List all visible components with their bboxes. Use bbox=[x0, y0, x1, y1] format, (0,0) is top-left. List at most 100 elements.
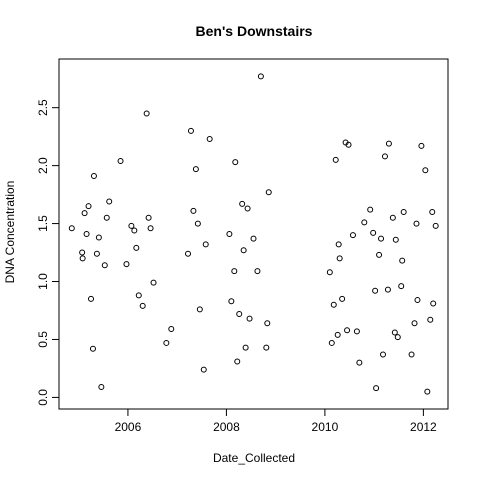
data-point bbox=[370, 229, 377, 236]
data-point bbox=[133, 244, 140, 251]
data-point bbox=[147, 225, 154, 232]
data-point bbox=[81, 210, 88, 217]
data-point bbox=[236, 310, 243, 317]
data-point bbox=[392, 236, 399, 243]
x-tick-label: 2008 bbox=[213, 420, 240, 434]
data-point bbox=[336, 255, 343, 262]
data-point bbox=[330, 301, 337, 308]
y-axis: 0.0 0.5 1.0 1.5 2.0 2.5 bbox=[36, 99, 59, 406]
data-point bbox=[385, 140, 392, 147]
data-point bbox=[187, 127, 194, 134]
data-point bbox=[398, 283, 405, 290]
y-tick-label: 2.5 bbox=[36, 99, 50, 116]
data-point bbox=[239, 200, 246, 207]
data-point bbox=[244, 205, 251, 212]
data-point bbox=[424, 388, 431, 395]
y-tick-label: 1.0 bbox=[36, 273, 50, 290]
data-point bbox=[190, 207, 197, 214]
data-point bbox=[378, 235, 385, 242]
data-point bbox=[257, 73, 264, 80]
data-point bbox=[411, 320, 418, 327]
data-point bbox=[332, 156, 339, 163]
data-point bbox=[400, 208, 407, 215]
data-point bbox=[389, 214, 396, 221]
data-point bbox=[196, 306, 203, 313]
data-point bbox=[264, 320, 271, 327]
data-point bbox=[254, 268, 261, 275]
data-point bbox=[391, 329, 398, 336]
data-point bbox=[163, 339, 170, 346]
data-point bbox=[345, 141, 352, 148]
data-point bbox=[206, 135, 213, 142]
data-point bbox=[93, 250, 100, 257]
data-point bbox=[263, 344, 270, 351]
data-point bbox=[242, 344, 249, 351]
data-point bbox=[232, 159, 239, 166]
data-point bbox=[128, 222, 135, 229]
x-tick-label: 2010 bbox=[312, 420, 339, 434]
data-point bbox=[381, 153, 388, 160]
data-point bbox=[131, 227, 138, 234]
data-point bbox=[394, 334, 401, 341]
data-point bbox=[89, 345, 96, 352]
data-point bbox=[376, 251, 383, 258]
data-point bbox=[88, 295, 95, 302]
data-point bbox=[429, 208, 436, 215]
data-point bbox=[353, 328, 360, 335]
data-point bbox=[418, 142, 425, 149]
data-point bbox=[234, 358, 241, 365]
data-point bbox=[139, 302, 146, 309]
data-point bbox=[367, 206, 374, 213]
data-point bbox=[202, 241, 209, 248]
data-point bbox=[408, 351, 415, 358]
data-points bbox=[68, 73, 439, 395]
data-point bbox=[103, 214, 110, 221]
data-point bbox=[380, 351, 387, 358]
data-point bbox=[240, 247, 247, 254]
plot-frame bbox=[58, 58, 449, 410]
data-point bbox=[135, 292, 142, 299]
data-point bbox=[231, 268, 238, 275]
data-point bbox=[356, 359, 363, 366]
data-point bbox=[143, 110, 150, 117]
data-point bbox=[101, 262, 108, 269]
data-point bbox=[372, 287, 379, 294]
data-point bbox=[349, 232, 356, 239]
data-point bbox=[414, 297, 421, 304]
y-axis-label: DNA Concentration bbox=[3, 181, 17, 284]
data-point bbox=[83, 231, 90, 237]
data-point bbox=[432, 222, 439, 229]
data-point bbox=[413, 220, 420, 227]
data-point bbox=[79, 255, 86, 262]
y-tick-label: 0.5 bbox=[36, 331, 50, 348]
data-point bbox=[95, 234, 102, 241]
data-point bbox=[145, 214, 152, 221]
data-point bbox=[79, 249, 86, 256]
y-tick-label: 2.0 bbox=[36, 157, 50, 174]
x-tick-label: 2006 bbox=[115, 420, 142, 434]
data-point bbox=[246, 315, 253, 322]
data-point bbox=[373, 385, 380, 392]
data-point bbox=[328, 339, 335, 346]
chart-title: Ben's Downstairs bbox=[196, 23, 313, 39]
x-axis: 2006 2008 2010 2012 bbox=[115, 409, 437, 434]
data-point bbox=[98, 383, 105, 390]
y-tick-label: 0.0 bbox=[36, 389, 50, 406]
data-point bbox=[344, 327, 351, 334]
data-point bbox=[200, 366, 207, 373]
x-axis-label: Date_Collected bbox=[213, 451, 295, 465]
data-point bbox=[427, 316, 434, 323]
data-point bbox=[399, 257, 406, 264]
data-point bbox=[90, 173, 97, 180]
data-point bbox=[226, 231, 233, 237]
data-point bbox=[265, 189, 272, 196]
data-point bbox=[430, 300, 437, 307]
data-point bbox=[361, 219, 368, 226]
data-point bbox=[384, 286, 391, 293]
data-point bbox=[168, 326, 175, 333]
data-point bbox=[185, 250, 192, 257]
data-point bbox=[150, 279, 157, 286]
data-point bbox=[228, 298, 235, 305]
x-tick-label: 2012 bbox=[410, 420, 437, 434]
data-point bbox=[194, 220, 201, 227]
